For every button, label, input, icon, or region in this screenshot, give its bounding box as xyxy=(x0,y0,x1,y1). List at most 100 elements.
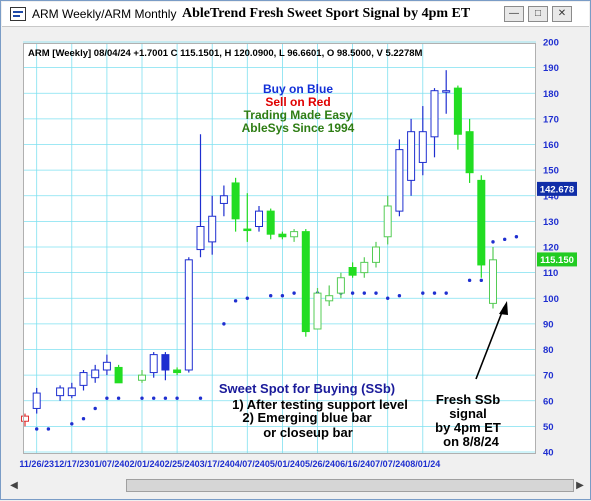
y-axis-ticks: 40 50 60 70 80 90 100 110 120 130 140 150 160 170 180 1… xyxy=(543,38,559,459)
fresh-line3: by 4pm ET xyxy=(435,420,501,435)
scrollbar-thumb[interactable] xyxy=(126,479,574,492)
candle-body xyxy=(383,205,392,238)
support-dot xyxy=(222,322,226,326)
candle-body xyxy=(348,267,357,276)
candle-body xyxy=(231,182,240,220)
candle-body xyxy=(255,210,263,227)
support-dot xyxy=(105,396,109,400)
sweet-spot-line4: or closeup bar xyxy=(263,425,353,440)
x-tick-label: 06/16/24 xyxy=(335,459,370,469)
candle-body xyxy=(360,261,369,274)
candle-body xyxy=(196,226,205,251)
window-title: ARM Weekly/ARM Monthly xyxy=(32,7,177,21)
y-tick-label: 140 xyxy=(543,191,559,202)
sweet-spot-line3: 2) Emerging blue bar xyxy=(242,410,371,425)
legend-slogan: Trading Made Easy xyxy=(244,108,353,122)
candle-body xyxy=(336,277,345,294)
chart-plot-area[interactable] xyxy=(23,43,536,454)
support-dot xyxy=(386,296,390,300)
candle-body xyxy=(325,295,334,302)
candles xyxy=(21,70,497,427)
y-tick-label: 100 xyxy=(543,294,559,305)
support-dot xyxy=(350,291,355,295)
y-tick-label: 120 xyxy=(543,243,559,254)
close-icon[interactable]: ✕ xyxy=(552,6,572,22)
grid-lines xyxy=(23,41,536,454)
candle-body xyxy=(418,131,427,163)
y-tick-label: 40 xyxy=(543,448,554,459)
support-dot xyxy=(163,396,168,400)
x-tick-label: 02/25/24 xyxy=(160,459,195,469)
scroll-left-icon[interactable]: ◀ xyxy=(10,480,18,491)
candle-body xyxy=(79,372,88,386)
price-tag-label: 142.678 xyxy=(540,184,574,195)
x-tick-label: 07/07/24 xyxy=(370,459,405,469)
y-tick-label: 190 xyxy=(543,63,559,74)
candle-body xyxy=(407,131,416,181)
fresh-line1: Fresh SSb xyxy=(436,392,500,407)
minimize-icon[interactable]: — xyxy=(504,6,524,22)
x-tick-label: 02/01/24 xyxy=(124,459,159,469)
candle-body xyxy=(395,149,404,212)
candle-body xyxy=(184,259,193,371)
price-tag-bg xyxy=(537,181,577,196)
support-dot xyxy=(81,416,86,421)
y-tick-label: 160 xyxy=(543,140,559,151)
y-tick-label: 200 xyxy=(543,38,559,49)
support-dot xyxy=(432,291,437,295)
fresh-line4: on 8/8/24 xyxy=(443,434,499,449)
chart-title: AbleTrend Fresh Sweet Sport Signal by 4p… xyxy=(182,6,471,21)
candle-body xyxy=(161,354,170,371)
candle-body xyxy=(430,90,439,138)
support-dot xyxy=(35,427,39,431)
candle-body xyxy=(56,387,65,397)
support-dot xyxy=(198,396,203,400)
x-tick-label: 01/07/24 xyxy=(89,459,124,469)
y-tick-label: 130 xyxy=(543,217,559,228)
support-dot xyxy=(491,240,495,244)
support-dot xyxy=(116,396,121,400)
sweet-spot-line2: 1) After testing support level xyxy=(232,397,408,412)
y-tick-label: 180 xyxy=(543,89,559,100)
support-dot xyxy=(93,406,97,411)
candle-body xyxy=(219,195,228,204)
support-dot xyxy=(374,291,378,295)
scroll-right-icon[interactable]: ▶ xyxy=(576,480,584,491)
candle-body xyxy=(21,415,29,422)
support-dot xyxy=(280,293,285,298)
support-dot xyxy=(479,278,483,283)
title-bar[interactable]: ARM Weekly/ARM Monthly AbleTrend Fresh S… xyxy=(2,2,589,27)
candle-body xyxy=(67,387,76,397)
support-dot xyxy=(152,396,156,400)
legend-buy: Buy on Blue xyxy=(263,82,333,96)
y-tick-label: 80 xyxy=(543,345,554,356)
candle-body xyxy=(301,231,310,333)
candle-body xyxy=(465,131,474,174)
y-tick-label: 50 xyxy=(543,422,554,433)
restore-icon[interactable]: □ xyxy=(528,6,548,22)
support-dot xyxy=(503,237,507,242)
support-dot xyxy=(175,396,179,400)
x-axis-ticks: 11/26/23 12/17/23 01/07/24 02/01/24 02/25/24… xyxy=(19,459,440,469)
x-tick-label: 08/01/24 xyxy=(405,459,440,469)
signal-arrow-icon xyxy=(475,301,508,380)
y-tick-label: 150 xyxy=(543,166,559,177)
x-tick-label: 05/01/24 xyxy=(265,459,300,469)
candle-body xyxy=(313,292,322,330)
x-tick-label: 03/17/24 xyxy=(195,459,230,469)
support-dot xyxy=(421,291,425,295)
x-tick-label: 11/26/23 xyxy=(19,459,54,469)
price-tag-label: 115.150 xyxy=(540,255,574,266)
price-tag-bg xyxy=(537,252,577,267)
candle-body xyxy=(138,374,146,381)
candle-body xyxy=(91,369,100,379)
candle-body xyxy=(372,246,380,263)
y-tick-label: 90 xyxy=(543,319,554,330)
candle-body xyxy=(208,215,217,243)
candle-body xyxy=(102,361,111,371)
candle-body xyxy=(489,259,497,304)
y-tick-label: 70 xyxy=(543,371,554,382)
candle-body xyxy=(290,231,299,238)
